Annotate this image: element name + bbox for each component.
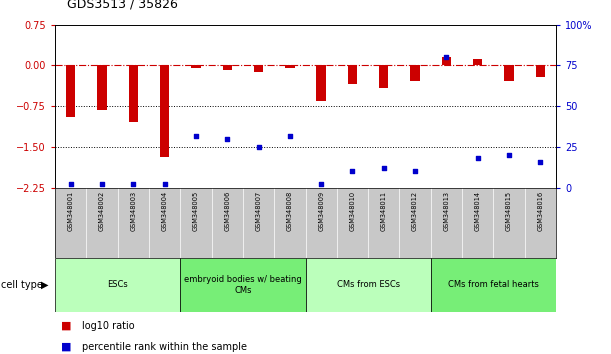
Bar (97, 65, 107, 110)
Text: CMs from fetal hearts: CMs from fetal hearts (448, 280, 539, 290)
Point (504, 152, 514, 158)
Text: GDS3513 / 35826: GDS3513 / 35826 (67, 0, 178, 11)
Text: GSM348004: GSM348004 (161, 191, 167, 232)
Text: GSM348011: GSM348011 (381, 191, 387, 231)
Bar (66, 65, 75, 117)
Text: GSM348016: GSM348016 (537, 191, 543, 231)
Text: CMs from ESCs: CMs from ESCs (337, 280, 400, 290)
Text: GSM348006: GSM348006 (224, 191, 230, 232)
Point (66, 182, 76, 187)
Text: GSM348008: GSM348008 (287, 191, 293, 232)
Text: ▶: ▶ (42, 280, 49, 290)
Bar (55, 258, 180, 312)
Bar (285, 65, 295, 68)
Point (222, 136, 232, 142)
Text: GSM348009: GSM348009 (318, 191, 324, 231)
Text: GSM348012: GSM348012 (412, 191, 418, 231)
Text: ■: ■ (61, 342, 71, 352)
Bar (536, 65, 545, 78)
Text: embryoid bodies w/ beating
CMs: embryoid bodies w/ beating CMs (184, 275, 302, 295)
Bar (254, 65, 263, 72)
Bar (431, 258, 556, 312)
Point (410, 169, 420, 174)
Bar (316, 65, 326, 101)
Text: percentile rank within the sample: percentile rank within the sample (82, 342, 247, 352)
Text: GSM348007: GSM348007 (255, 191, 262, 232)
Point (348, 169, 357, 174)
Point (535, 159, 545, 164)
Bar (473, 59, 483, 65)
Text: GSM348002: GSM348002 (99, 191, 105, 232)
Point (285, 133, 295, 138)
Text: GSM348014: GSM348014 (475, 191, 481, 231)
Text: cell type: cell type (1, 280, 43, 290)
Bar (379, 65, 389, 88)
Text: GSM348001: GSM348001 (68, 191, 74, 231)
Point (254, 144, 263, 150)
Bar (160, 65, 169, 157)
Bar (222, 65, 232, 70)
Text: GSM348005: GSM348005 (193, 191, 199, 232)
Point (191, 133, 201, 138)
Bar (191, 65, 200, 68)
Point (473, 155, 483, 161)
Bar (411, 65, 420, 81)
Point (442, 55, 452, 60)
Point (316, 182, 326, 187)
Text: GSM348010: GSM348010 (349, 191, 356, 231)
Text: ■: ■ (61, 321, 71, 331)
Bar (348, 65, 357, 85)
Text: log10 ratio: log10 ratio (82, 321, 135, 331)
Text: ESCs: ESCs (108, 280, 128, 290)
Bar (504, 65, 514, 81)
Point (128, 182, 138, 187)
Bar (180, 258, 306, 312)
Text: GSM348013: GSM348013 (444, 191, 450, 231)
Bar (306, 258, 431, 312)
Text: GSM348015: GSM348015 (506, 191, 512, 231)
Bar (128, 65, 138, 122)
Point (379, 165, 389, 171)
Text: GSM348003: GSM348003 (130, 191, 136, 231)
Point (159, 182, 169, 187)
Bar (442, 57, 451, 65)
Point (97, 182, 107, 187)
